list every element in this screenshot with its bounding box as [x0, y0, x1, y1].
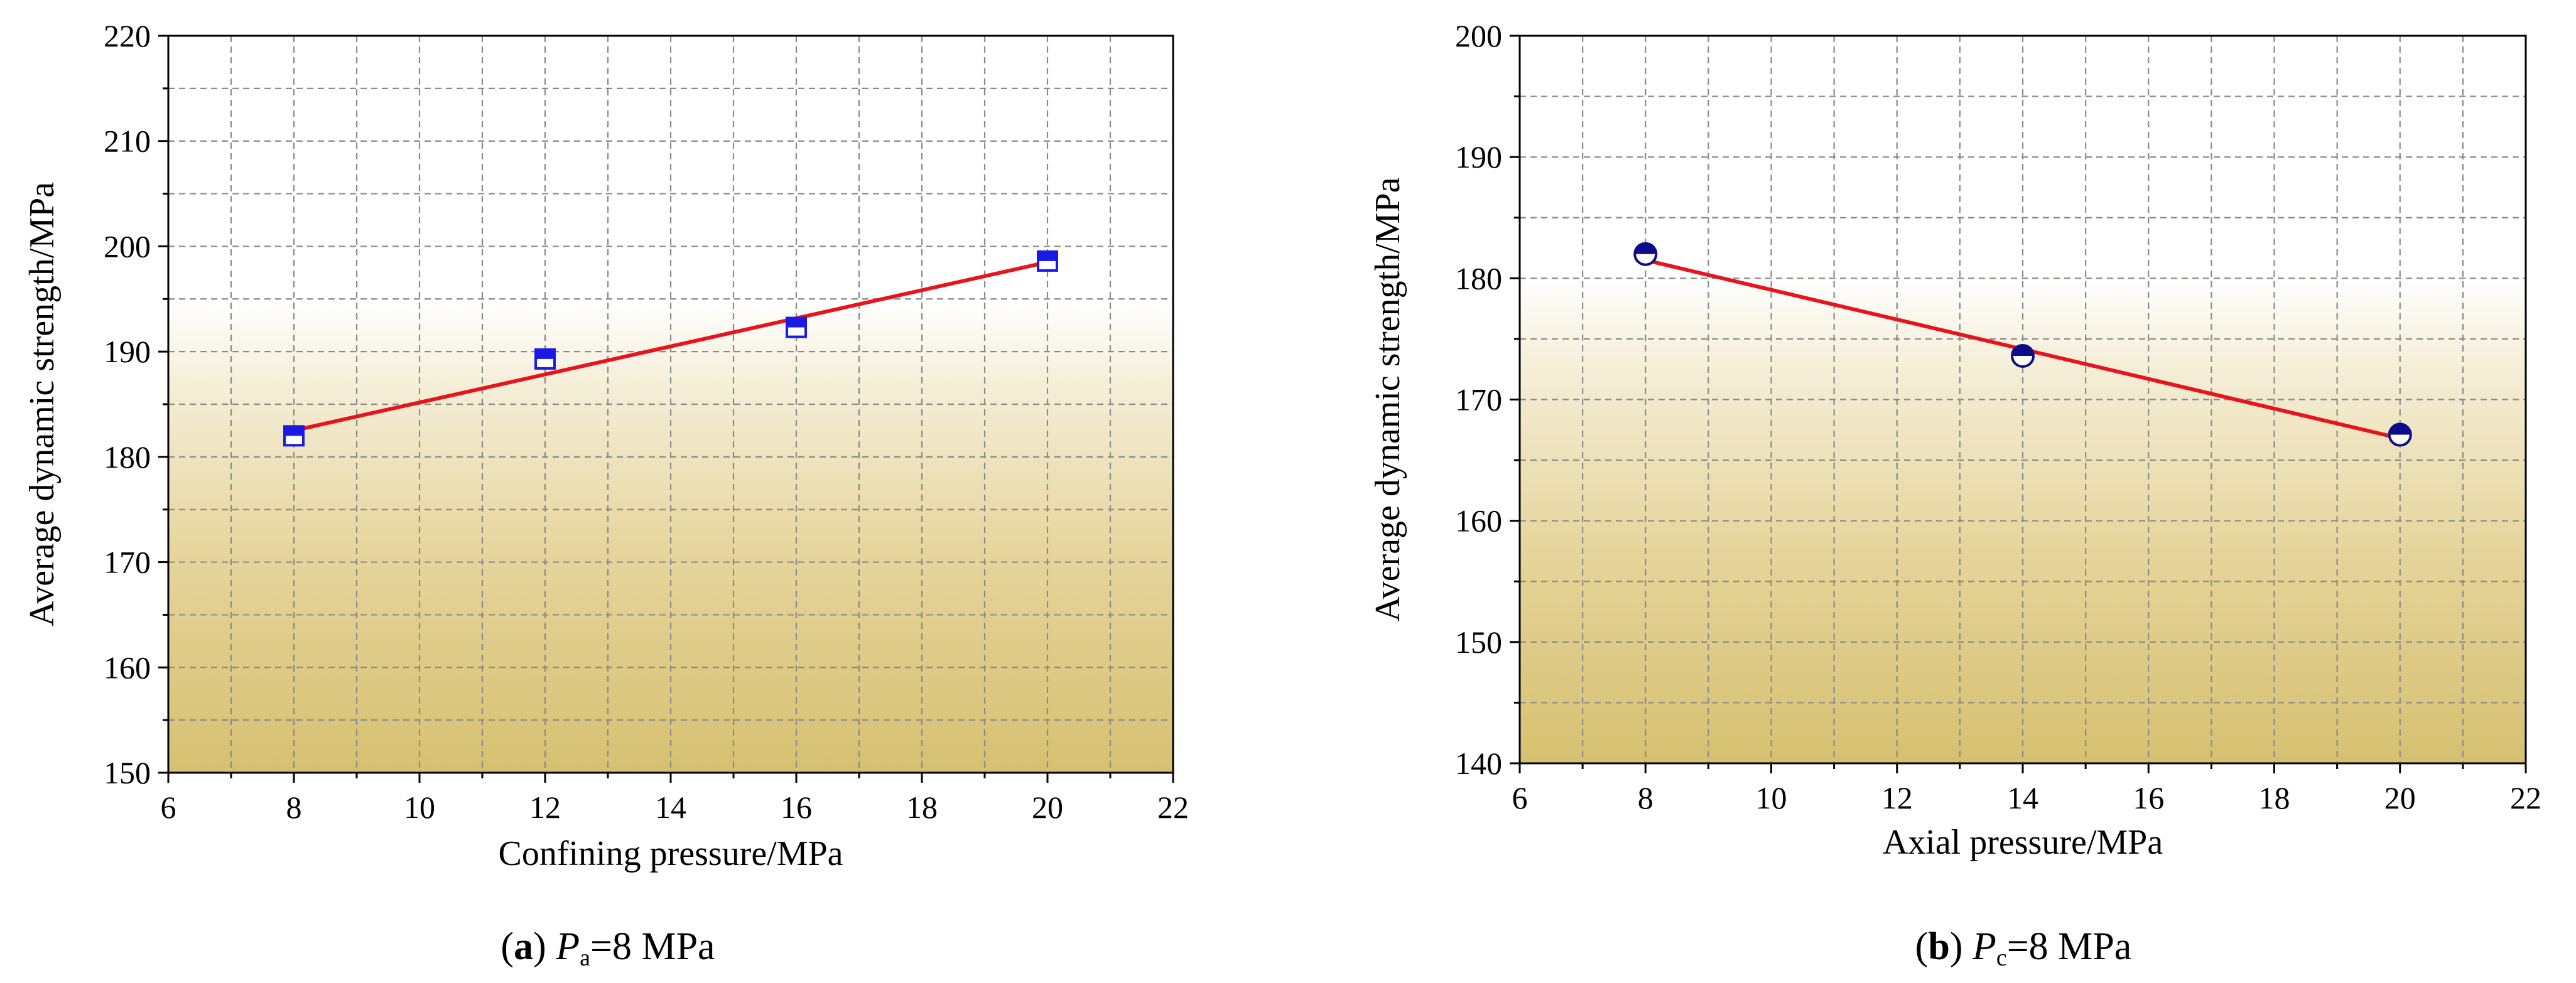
x-tick-label: 6	[161, 790, 176, 825]
data-point	[2011, 343, 2035, 368]
x-tick-label: 20	[2384, 780, 2416, 815]
caption-b-var: P	[1972, 925, 1996, 968]
x-tick-label: 20	[1032, 790, 1063, 825]
y-tick-label: 180	[104, 439, 151, 475]
x-tick-label: 8	[286, 790, 302, 825]
y-tick-label: 200	[104, 228, 151, 264]
tick-labels-b: 6 8 10 12 14 16 18 20 22 140 150 160 170 180 190 200	[1455, 18, 2541, 815]
axes-a	[158, 35, 1174, 783]
caption-b-label: b	[1928, 925, 1949, 968]
x-tick-label: 12	[529, 790, 561, 825]
data-point	[534, 348, 556, 370]
y-tick-label: 170	[1455, 382, 1502, 417]
data-points-a	[283, 250, 1058, 447]
chart-a: 6 8 10 12 14 16 18 20 22 150 160 170 180 190 200 210 220…	[23, 18, 1189, 971]
caption-a-var: P	[555, 925, 580, 968]
y-tick-label: 150	[104, 755, 151, 790]
x-tick-label: 14	[655, 790, 686, 825]
y-tick-label: 160	[104, 650, 151, 685]
y-tick-label: 140	[1455, 746, 1502, 781]
x-tick-label: 8	[1638, 780, 1653, 815]
x-tick-label: 10	[1756, 780, 1787, 815]
axes-b	[1510, 35, 2527, 773]
x-tick-label: 12	[1881, 780, 1913, 815]
y-tick-label: 220	[104, 18, 151, 53]
data-point	[1633, 242, 1658, 266]
x-tick-label: 10	[404, 790, 435, 825]
x-tick-label: 6	[1512, 780, 1528, 815]
x-tick-label: 16	[781, 790, 812, 825]
data-point	[2388, 422, 2412, 447]
y-axis-label-b: Average dynamic strength/MPa	[1368, 177, 1407, 621]
y-tick-label: 190	[104, 334, 151, 369]
caption-b-sub: c	[1996, 945, 2007, 971]
x-tick-label: 18	[906, 790, 938, 825]
data-points-b	[1633, 242, 2412, 447]
y-tick-label: 150	[1455, 625, 1502, 660]
y-tick-label: 170	[104, 545, 151, 580]
grid-b	[1520, 36, 2526, 763]
data-point	[786, 316, 807, 338]
data-point	[283, 425, 305, 447]
caption-a-rest: =8 MPa	[590, 925, 715, 968]
y-tick-label: 190	[1455, 139, 1502, 175]
caption-a: (a) Pa=8 MPa	[501, 925, 715, 971]
y-tick-label: 180	[1455, 261, 1502, 296]
y-axis-label-a: Average dynamic strength/MPa	[23, 182, 62, 626]
caption-b: (b) Pc=8 MPa	[1915, 925, 2132, 971]
x-axis-label-b: Axial pressure/MPa	[1883, 823, 2163, 862]
y-tick-label: 210	[104, 124, 151, 159]
fit-line-a	[293, 260, 1048, 432]
y-tick-label: 160	[1455, 503, 1502, 539]
chart-b: 6 8 10 12 14 16 18 20 22 140 150 160 170 180 190 200 Ax…	[1368, 18, 2541, 971]
data-point	[1037, 250, 1058, 272]
x-tick-label: 22	[2510, 780, 2541, 815]
grid-a	[168, 36, 1173, 773]
tick-labels-a: 6 8 10 12 14 16 18 20 22 150 160 170 180 190 200 210 220	[104, 18, 1189, 825]
x-axis-label-a: Confining pressure/MPa	[498, 834, 843, 873]
x-tick-label: 16	[2133, 780, 2164, 815]
caption-b-rest: =8 MPa	[2007, 925, 2132, 968]
caption-a-label: a	[514, 925, 533, 968]
x-tick-label: 18	[2259, 780, 2290, 815]
x-tick-label: 22	[1157, 790, 1189, 825]
x-tick-label: 14	[2007, 780, 2038, 815]
y-tick-label: 200	[1455, 18, 1502, 53]
caption-a-sub: a	[580, 945, 590, 971]
